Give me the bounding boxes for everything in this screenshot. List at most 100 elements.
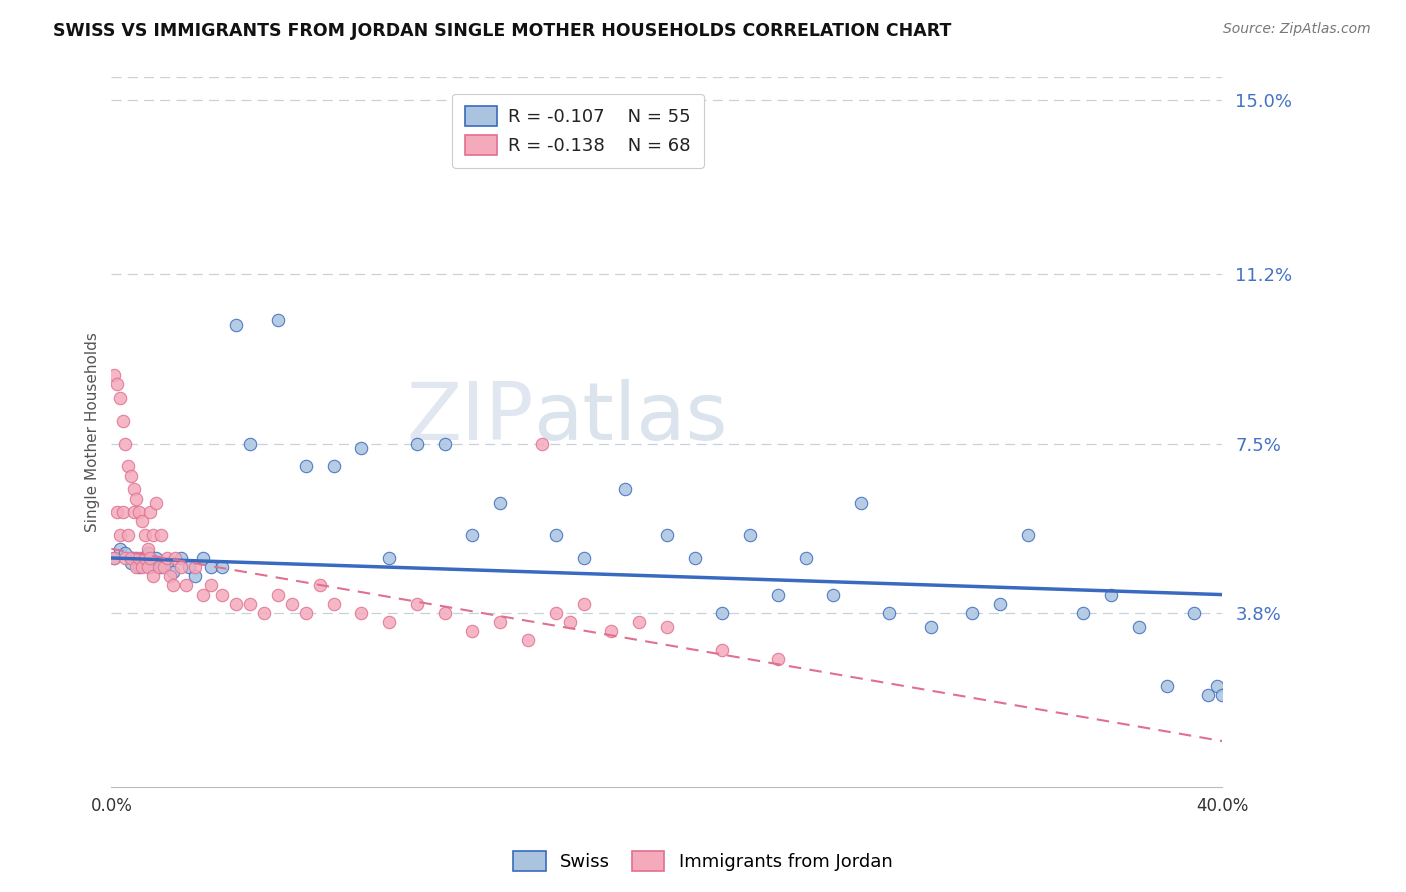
Point (239, 436, 262, 450)
Point (988, 597, 1011, 611)
Point (489, 496, 512, 510)
Point (225, 318, 247, 332)
Point (114, 436, 136, 450)
Text: Source: ZipAtlas.com: Source: ZipAtlas.com (1223, 22, 1371, 37)
Point (614, 483, 637, 497)
Point (159, 569, 181, 583)
Point (103, 368, 125, 382)
Point (239, 597, 262, 611)
Point (295, 459, 318, 474)
Point (139, 505, 162, 519)
Point (134, 556, 156, 570)
Point (131, 560, 153, 574)
Point (120, 556, 142, 570)
Point (530, 436, 553, 450)
Point (111, 505, 134, 519)
Point (489, 615, 512, 629)
Point (191, 588, 214, 602)
Point (114, 546, 136, 560)
Point (350, 606, 373, 620)
Point (111, 414, 134, 428)
Point (120, 468, 142, 483)
Point (1205, 679, 1227, 693)
Point (1017, 528, 1039, 542)
Point (406, 436, 429, 450)
Point (117, 459, 139, 474)
Point (170, 551, 193, 566)
Point (572, 551, 595, 566)
Point (211, 560, 233, 574)
Point (191, 551, 214, 566)
Point (125, 491, 148, 506)
Point (134, 551, 156, 566)
Point (120, 551, 142, 566)
Point (322, 459, 344, 474)
Point (136, 560, 159, 574)
Point (153, 560, 176, 574)
Point (711, 642, 734, 657)
Point (165, 551, 187, 566)
Point (655, 528, 678, 542)
Point (134, 528, 156, 542)
Point (461, 624, 484, 639)
Point (148, 560, 170, 574)
Point (105, 377, 128, 392)
Text: atlas: atlas (533, 379, 728, 457)
Legend: R = -0.107    N = 55, R = -0.138    N = 68: R = -0.107 N = 55, R = -0.138 N = 68 (453, 94, 703, 168)
Point (156, 556, 179, 570)
Point (517, 633, 540, 648)
Point (406, 597, 429, 611)
Point (433, 606, 456, 620)
Point (142, 528, 165, 542)
Point (1099, 588, 1122, 602)
Point (122, 505, 145, 519)
Point (145, 551, 167, 566)
Point (108, 541, 131, 556)
Point (183, 560, 205, 574)
Point (544, 606, 567, 620)
Point (711, 606, 734, 620)
Y-axis label: Single Mother Households: Single Mother Households (86, 332, 100, 532)
Point (142, 569, 165, 583)
Point (1184, 606, 1206, 620)
Point (122, 483, 145, 497)
Point (128, 505, 150, 519)
Point (131, 515, 153, 529)
Point (558, 615, 581, 629)
Point (267, 313, 290, 327)
Legend: Swiss, Immigrants from Jordan: Swiss, Immigrants from Jordan (506, 844, 900, 879)
Point (378, 615, 401, 629)
Point (281, 597, 304, 611)
Point (1073, 606, 1095, 620)
Point (128, 560, 150, 574)
Point (766, 651, 789, 665)
Point (851, 496, 873, 510)
Point (600, 624, 623, 639)
Point (150, 528, 173, 542)
Point (350, 441, 373, 455)
Point (108, 391, 131, 405)
Point (128, 551, 150, 566)
Point (125, 551, 148, 566)
Point (225, 597, 247, 611)
Point (766, 588, 789, 602)
Point (322, 597, 344, 611)
Point (740, 528, 762, 542)
Point (114, 551, 136, 566)
Point (139, 560, 162, 574)
Point (544, 528, 567, 542)
Point (295, 606, 318, 620)
Point (136, 546, 159, 560)
Point (145, 496, 167, 510)
Point (131, 551, 153, 566)
Point (823, 588, 845, 602)
Point (1197, 688, 1219, 702)
Point (136, 541, 159, 556)
Point (105, 505, 128, 519)
Point (1156, 679, 1178, 693)
Point (170, 560, 193, 574)
Point (150, 560, 173, 574)
Point (103, 551, 125, 566)
Text: SWISS VS IMMIGRANTS FROM JORDAN SINGLE MOTHER HOUSEHOLDS CORRELATION CHART: SWISS VS IMMIGRANTS FROM JORDAN SINGLE M… (53, 22, 952, 40)
Point (877, 606, 900, 620)
